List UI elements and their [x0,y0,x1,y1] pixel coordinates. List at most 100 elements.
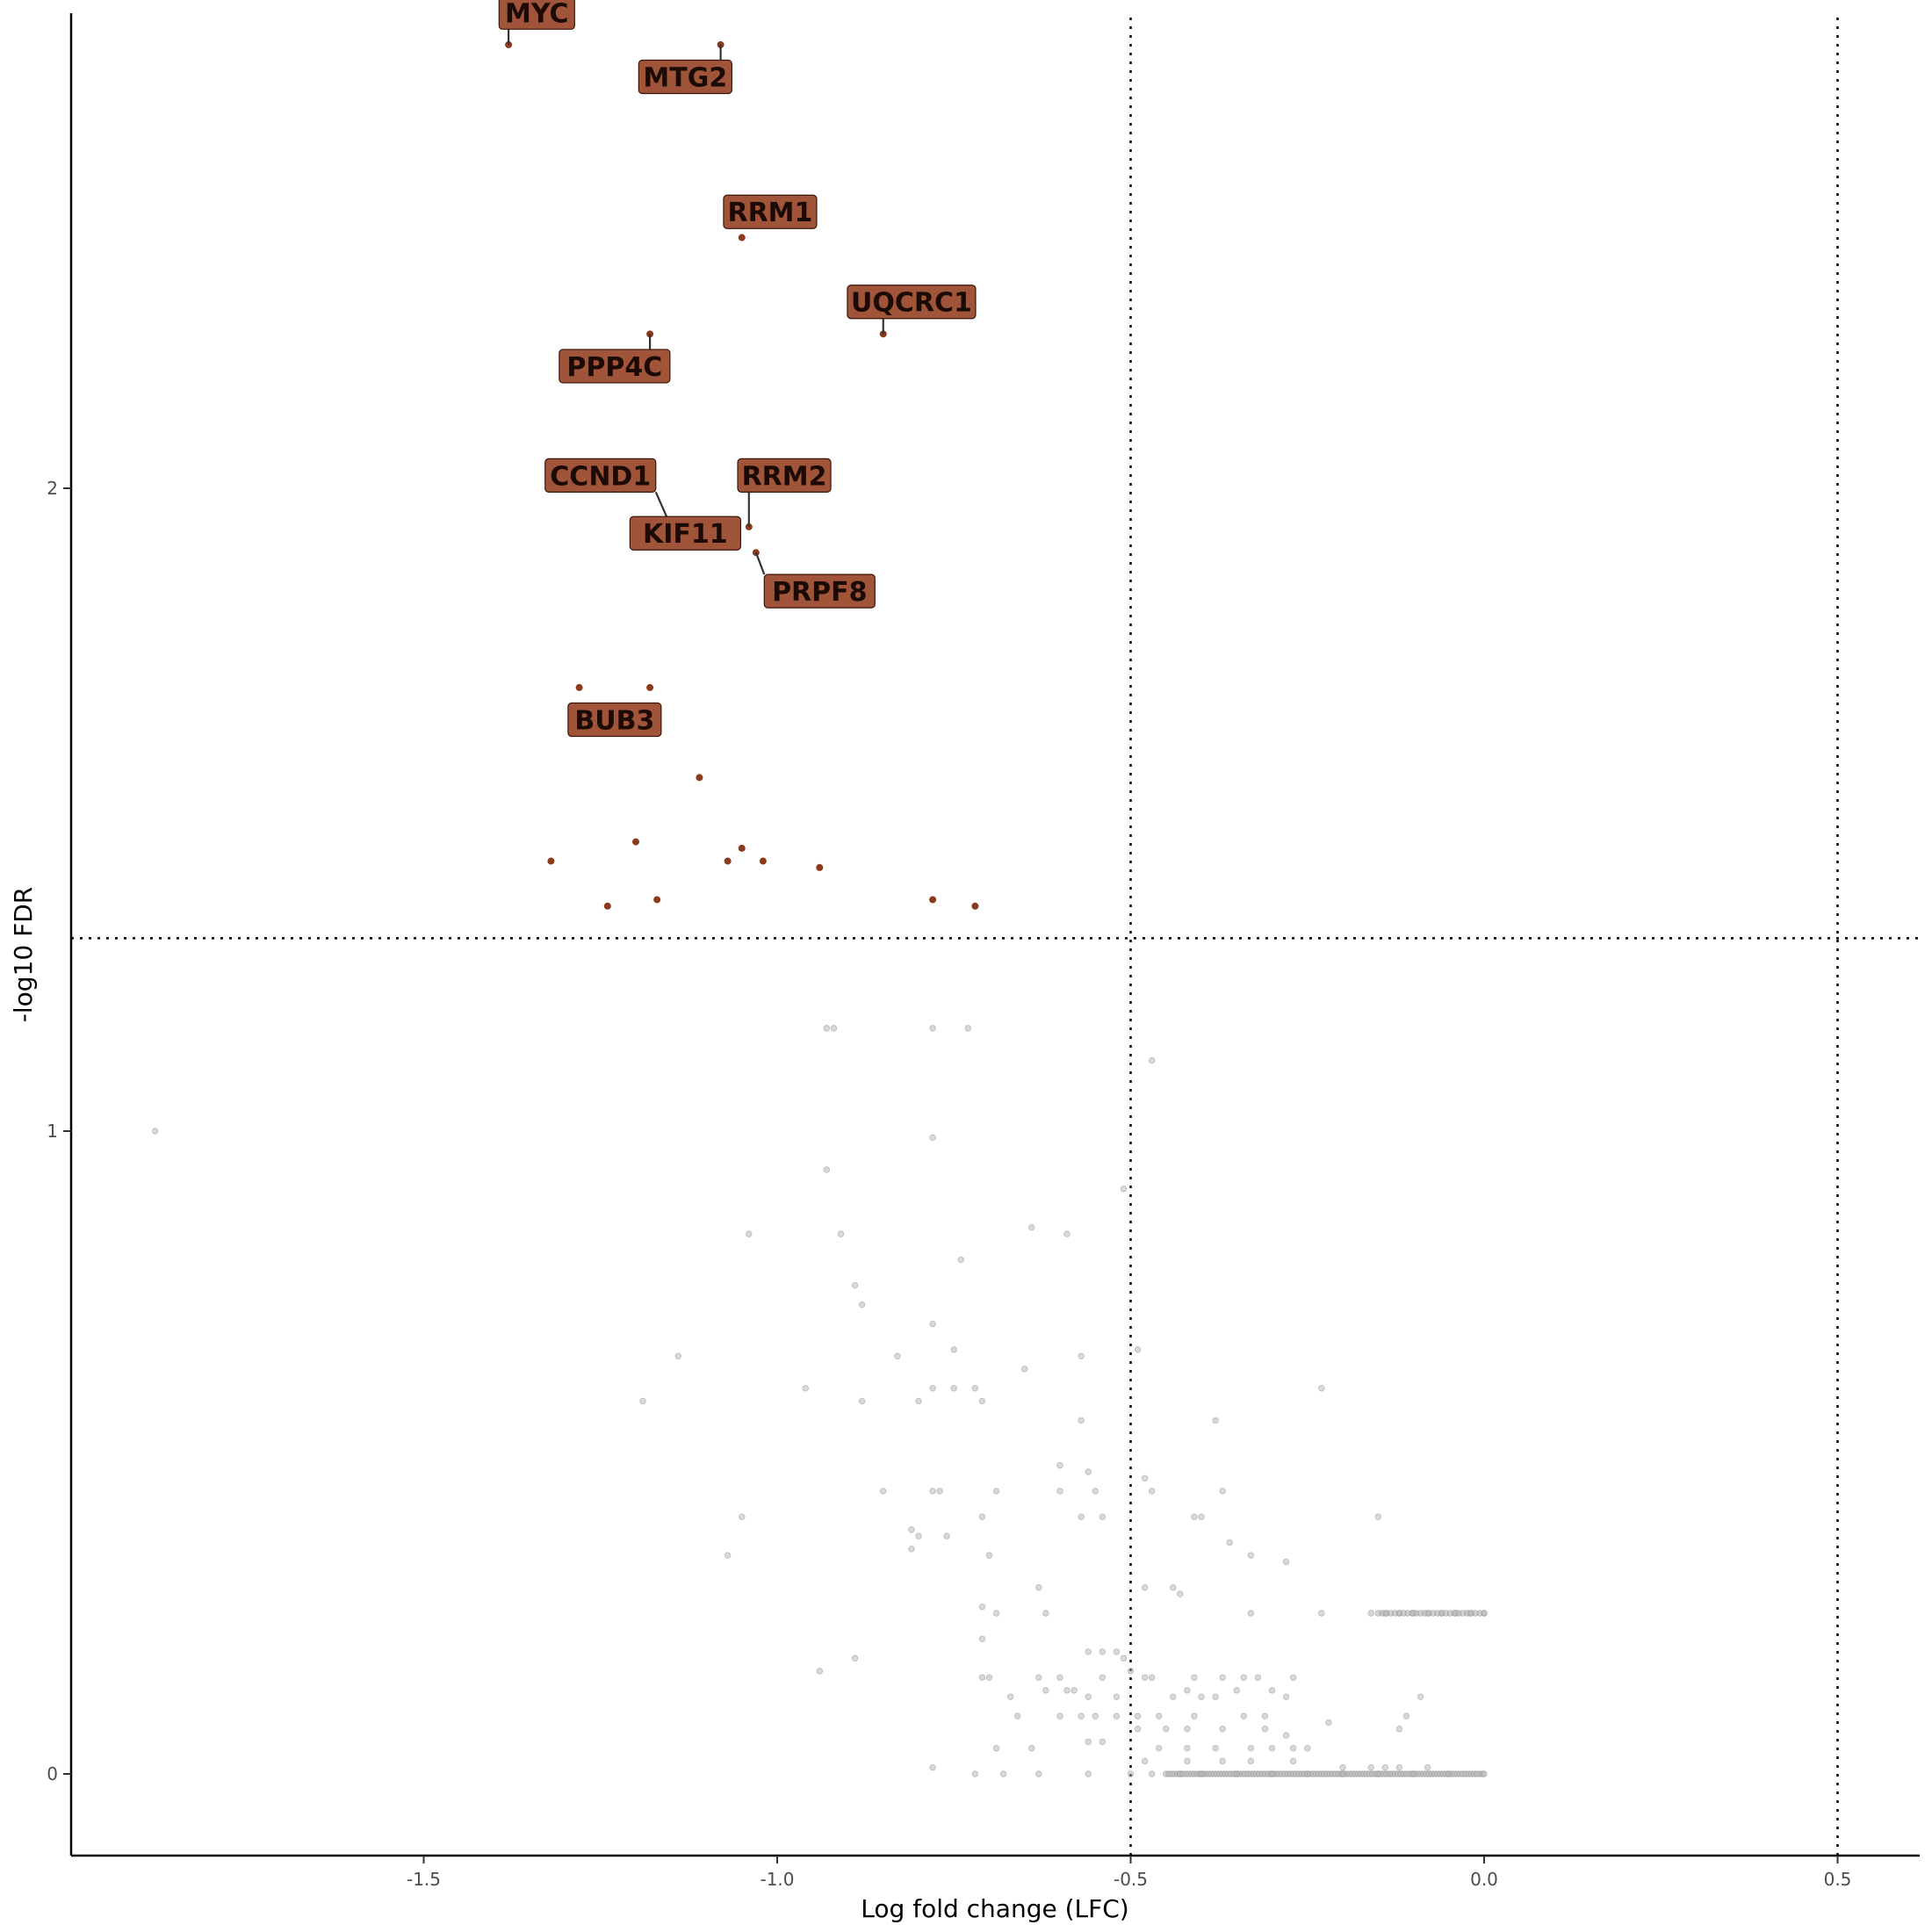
nonsignificant-point [858,1301,866,1308]
nonsignificant-point [724,1552,732,1559]
nonsignificant-point [1233,1687,1240,1694]
nonsignificant-point [1092,1488,1099,1495]
significant-point [759,857,767,865]
nonsignificant-point [1134,1726,1142,1733]
nonsignificant-point [978,1603,986,1611]
nonsignificant-point [1134,1346,1142,1353]
significant-point [653,896,661,904]
nonsignificant-point [1134,1712,1142,1719]
nonsignificant-point [1325,1719,1332,1727]
nonsignificant-point [1212,1693,1219,1700]
gene-label-myc: MYC [498,0,575,45]
nonsignificant-point [1113,1693,1121,1700]
gene-label-ppp4c: PPP4C [559,334,671,384]
nonsignificant-point [1056,1461,1063,1469]
nonsignificant-point [1085,1738,1092,1746]
nonsignificant-point [1261,1712,1269,1719]
gene-label-text: PPP4C [566,352,662,383]
nonsignificant-point [915,1397,922,1405]
gene-label-text: MTG2 [643,63,727,94]
nonsignificant-point [746,1230,753,1237]
nonsignificant-point [929,1025,936,1032]
nonsignificant-point [1374,1770,1381,1777]
nonsignificant-point [929,1488,936,1495]
x-tick-label: 0.0 [1470,1869,1498,1890]
nonsignificant-point [1304,1770,1311,1777]
x-tick-label: 0.5 [1824,1869,1852,1890]
nonsignificant-point [1247,1610,1255,1617]
nonsignificant-point [1247,1757,1255,1765]
nonsignificant-point [1141,1474,1149,1481]
nonsignificant-point [950,1346,957,1353]
nonsignificant-point [1078,1513,1085,1520]
nonsignificant-point [1247,1745,1255,1752]
nonsignificant-point [1481,1610,1488,1617]
y-axis-title: -log10 FDR [9,887,38,1022]
gene-label-text: UQCRC1 [851,288,972,319]
significant-point [696,774,703,782]
nonsignificant-point [674,1352,681,1359]
nonsignificant-point [929,1763,936,1771]
gene-label-text: MYC [505,0,569,29]
nonsignificant-point [1184,1687,1191,1694]
nonsignificant-point [1184,1757,1191,1765]
nonsignificant-point [1219,1757,1226,1765]
nonsignificant-point [1163,1726,1170,1733]
nonsignificant-point [1438,1610,1445,1617]
nonsignificant-point [858,1397,866,1405]
nonsignificant-point [1304,1745,1311,1752]
nonsignificant-point [1212,1417,1219,1424]
significant-point [816,863,824,871]
nonsignificant-point [1219,1488,1226,1495]
nonsignificant-point [1063,1687,1071,1694]
nonsignificant-point [151,1128,159,1135]
nonsignificant-point [1445,1770,1453,1777]
nonsignificant-point [1191,1513,1198,1520]
nonsignificant-point [1247,1552,1255,1559]
nonsignificant-point [1177,1590,1184,1597]
nonsignificant-point [971,1385,979,1392]
nonsignificant-point [1099,1513,1106,1520]
nonsignificant-point [929,1320,936,1328]
nonsignificant-point [816,1668,823,1675]
nonsignificant-point [1141,1757,1149,1765]
nonsignificant-point [1042,1610,1049,1617]
nonsignificant-point [1339,1763,1346,1771]
nonsignificant-point [1417,1693,1424,1700]
gene-label-box [567,702,662,738]
nonsignificant-points [151,1025,1488,1777]
nonsignificant-point [1212,1745,1219,1752]
nonsignificant-point [1056,1488,1063,1495]
nonsignificant-point [936,1488,943,1495]
nonsignificant-point [985,1674,993,1681]
nonsignificant-point [1078,1712,1085,1719]
nonsignificant-point [1467,1610,1474,1617]
nonsignificant-point [1056,1712,1063,1719]
gene-label-text: KIF11 [643,519,728,550]
gene-label-mtg2: MTG2 [638,44,732,95]
significant-point [929,896,937,904]
nonsignificant-point [1099,1648,1106,1655]
nonsignificant-point [971,1770,979,1777]
significant-point [632,838,639,846]
nonsignificant-point [992,1745,1000,1752]
nonsignificant-point [957,1256,964,1264]
nonsignificant-point [1028,1224,1035,1231]
nonsignificant-point [915,1532,922,1539]
nonsignificant-point [1035,1674,1042,1681]
nonsignificant-point [1141,1584,1149,1591]
nonsignificant-point [908,1526,915,1533]
significant-point [971,902,979,910]
nonsignificant-point [1240,1674,1247,1681]
nonsignificant-point [1282,1732,1290,1739]
significant-point [738,234,746,242]
gene-label-box [559,349,671,384]
nonsignificant-point [1240,1712,1247,1719]
nonsignificant-point [1085,1648,1092,1655]
gene-label-box [629,515,741,551]
nonsignificant-point [1318,1385,1325,1392]
gene-label-text: RRM1 [727,198,812,228]
significant-point [603,902,611,910]
significant-point [738,844,746,852]
